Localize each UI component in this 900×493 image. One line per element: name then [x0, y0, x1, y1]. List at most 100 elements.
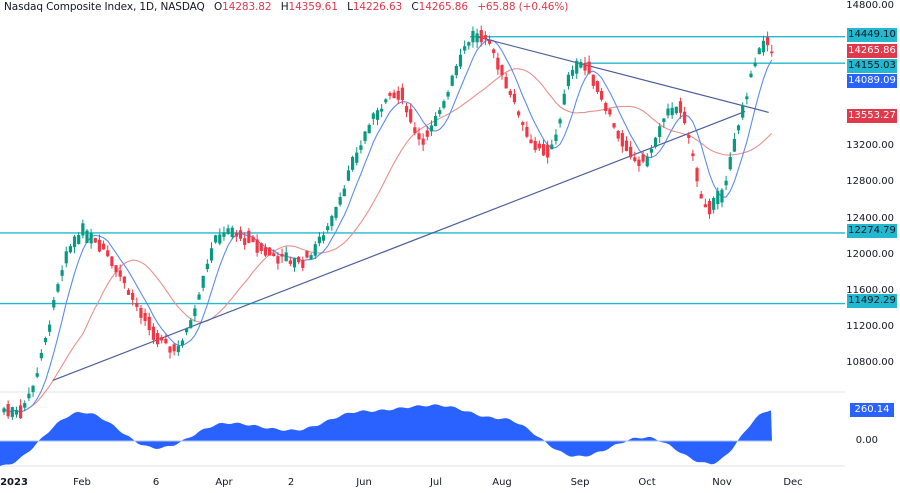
candle-body — [222, 232, 226, 237]
candle-body — [205, 263, 209, 270]
candle-body — [197, 294, 201, 300]
candle-body — [442, 101, 446, 108]
candle-body — [288, 260, 292, 264]
candle-body — [6, 404, 10, 417]
candle-body — [263, 247, 268, 256]
candle-body — [81, 223, 85, 236]
candle-body — [550, 144, 554, 150]
candle-body — [492, 49, 496, 54]
candle-body — [268, 247, 272, 256]
candle-body — [741, 105, 745, 118]
candle-body — [616, 131, 620, 139]
candle-body — [367, 124, 371, 134]
candle-body — [292, 258, 297, 268]
candle-body — [27, 393, 31, 399]
candle-body — [562, 93, 566, 105]
candle-body — [463, 46, 467, 51]
candle-body — [139, 307, 143, 318]
candle-body — [359, 145, 363, 150]
candle-body — [417, 133, 421, 140]
candle-body — [438, 110, 442, 115]
candle-body — [243, 238, 247, 245]
trendline — [476, 36, 769, 113]
candle-body — [687, 135, 691, 138]
candle-body — [39, 352, 43, 359]
slow-ma-price-tag: 13553.27 — [847, 109, 897, 123]
close-value: 14265.86 — [418, 1, 468, 13]
level-price-tag: 14155.03 — [847, 59, 897, 73]
candle-body — [637, 159, 641, 167]
candle-body — [558, 119, 562, 124]
candle-body — [396, 90, 400, 100]
candle-body — [272, 253, 276, 257]
candle-body — [259, 243, 263, 251]
price-tick: 12000.00 — [846, 249, 894, 260]
candle-body — [595, 81, 600, 92]
candle-body — [591, 74, 595, 86]
candle-body — [214, 235, 218, 243]
candle-body — [525, 126, 529, 137]
candle-body — [724, 180, 728, 186]
candle-body — [695, 168, 699, 182]
candle-body — [355, 152, 359, 163]
fast-ma-price-tag: 14089.09 — [847, 74, 897, 88]
candle-body — [666, 108, 670, 116]
low-label: L — [347, 1, 353, 13]
candle-body — [56, 284, 60, 292]
candle-body — [351, 157, 355, 170]
candle-body — [35, 373, 39, 377]
high-value: 14359.61 — [288, 1, 338, 13]
candle-body — [43, 338, 48, 343]
time-tick: 2 — [287, 477, 295, 488]
candle-body — [143, 312, 147, 322]
candle-body — [193, 308, 197, 317]
candle-body — [209, 248, 214, 261]
candle-body — [230, 227, 234, 238]
candle-body — [342, 188, 346, 197]
candle-body — [330, 215, 334, 227]
candle-body — [421, 138, 425, 145]
candle-body — [434, 115, 438, 127]
candle-body — [168, 346, 172, 353]
candle-body — [575, 60, 579, 74]
candle-body — [201, 275, 205, 288]
candle-body — [541, 144, 546, 156]
candle-body — [234, 232, 238, 237]
candle-body — [537, 143, 541, 149]
candle-body — [284, 252, 288, 262]
candle-body — [118, 270, 122, 277]
price-tick: 13200.00 — [846, 140, 894, 151]
candle-body — [106, 250, 110, 257]
candle-body — [736, 125, 741, 131]
candle-body — [500, 65, 504, 76]
price-tick: 12800.00 — [846, 176, 894, 187]
candle-body — [23, 402, 27, 408]
candle-body — [454, 66, 458, 76]
candle-body — [425, 130, 429, 137]
symbol-title: Nasdaq Composite Index, 1D, NASDAQ — [4, 1, 205, 13]
candle-body — [446, 92, 450, 97]
candle-body — [48, 324, 52, 332]
candle-body — [346, 170, 351, 181]
candle-body — [699, 194, 703, 199]
open-label: O — [213, 1, 223, 13]
candle-body — [728, 157, 732, 170]
candle-body — [583, 62, 587, 71]
candle-body — [674, 106, 678, 114]
time-tick: Oct — [638, 477, 656, 488]
candle-body — [122, 276, 126, 284]
candle-body — [102, 243, 106, 250]
time-tick: Aug — [492, 477, 512, 488]
low-value: 14226.63 — [352, 1, 403, 13]
candle-body — [404, 106, 409, 113]
candle-body — [89, 233, 93, 244]
price-tick: 14800.00 — [846, 0, 894, 11]
candle-body — [68, 246, 72, 253]
candle-body — [238, 230, 243, 239]
candle-body — [629, 146, 633, 158]
candle-body — [31, 385, 35, 393]
candle-body — [388, 92, 392, 96]
candle-body — [712, 197, 716, 210]
